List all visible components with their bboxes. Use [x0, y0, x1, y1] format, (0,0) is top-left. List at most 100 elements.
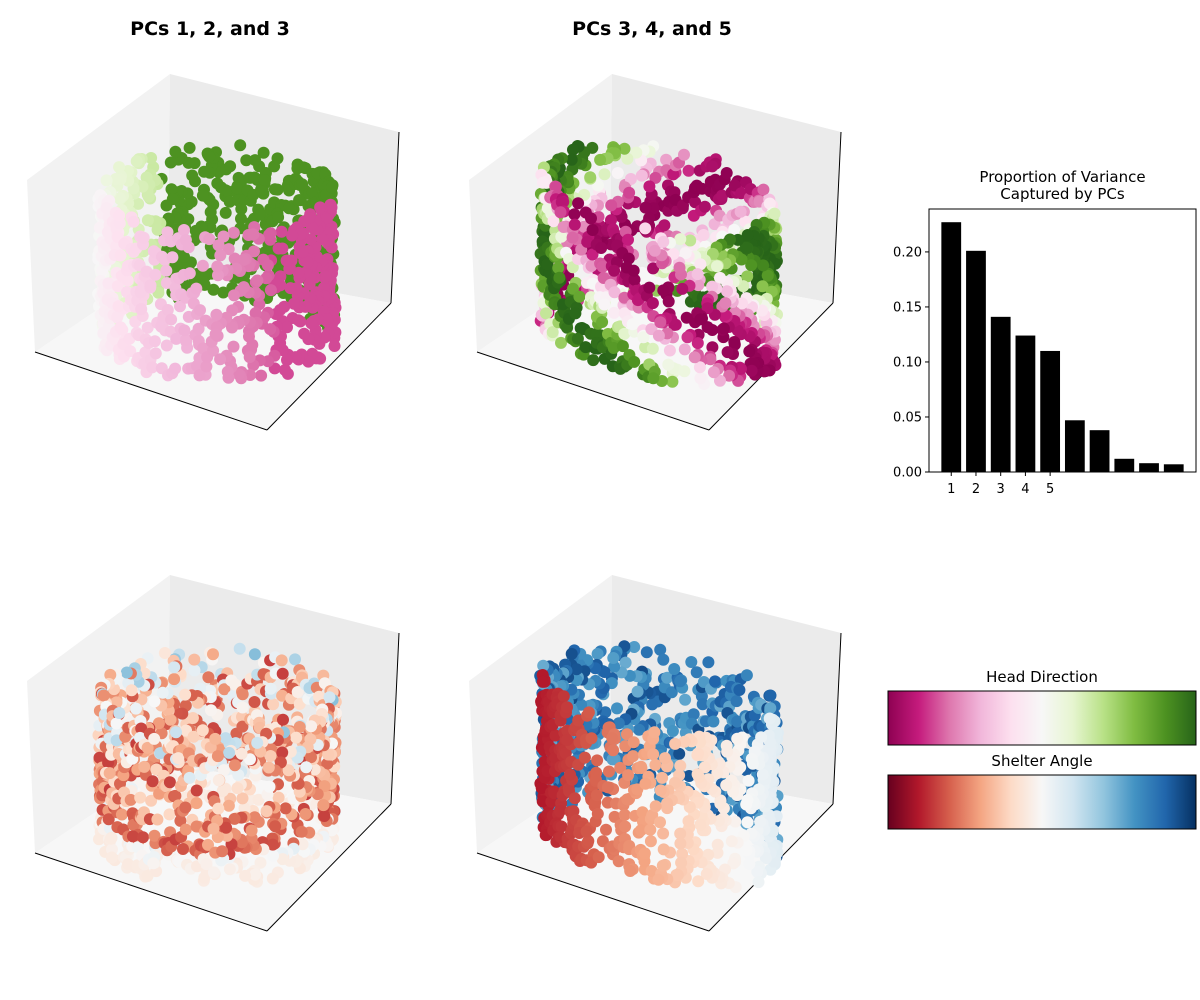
scatter-point — [113, 209, 126, 222]
scatter-point — [725, 835, 738, 848]
scatter-point — [235, 212, 247, 225]
scatter-point — [571, 332, 584, 345]
scatter-point — [219, 206, 232, 219]
scatter-point — [626, 318, 639, 331]
scatter-point — [649, 800, 662, 813]
scatter-point — [275, 654, 288, 667]
scatter-point — [326, 181, 338, 194]
scatter-point — [228, 289, 240, 302]
scatter-point — [685, 656, 698, 668]
scatter-point — [764, 689, 777, 702]
scatter-point — [761, 269, 774, 282]
scatter-point — [541, 258, 554, 271]
scatter-point — [148, 732, 161, 745]
scatter-point — [114, 321, 127, 334]
scatter-point — [635, 760, 648, 773]
scatter-point — [295, 825, 308, 838]
scatter-point — [639, 222, 652, 235]
scatter-point — [568, 208, 581, 221]
scatter-point — [557, 221, 570, 233]
scatter-point — [745, 364, 758, 377]
scatter-point — [585, 732, 598, 745]
scatter-point — [170, 726, 182, 739]
scatter-point — [694, 313, 707, 326]
scatter-point — [723, 369, 736, 382]
scatter-point — [227, 226, 240, 239]
scatter-point — [258, 174, 271, 187]
scatter-point — [114, 249, 127, 262]
scatter-point — [555, 230, 568, 243]
scatter-point — [247, 228, 260, 241]
scatter-point — [764, 702, 777, 715]
y-tick-label: 0.00 — [893, 466, 922, 481]
scatter-point — [743, 345, 756, 358]
scatter-point — [603, 765, 615, 778]
scatter-point — [752, 876, 765, 889]
scatter-point — [663, 344, 676, 357]
scatter-point — [281, 321, 293, 334]
scatter-point — [624, 173, 637, 185]
scatter-point — [264, 750, 277, 762]
scatter-point — [658, 219, 671, 232]
scatter-point — [565, 153, 578, 166]
scatter-point — [592, 179, 604, 192]
scatter-point — [142, 190, 155, 203]
axis-line — [832, 131, 842, 304]
scatter-point — [112, 300, 125, 313]
axis-line — [34, 351, 268, 431]
scatter-point — [111, 280, 124, 293]
scatter-point — [621, 152, 634, 165]
scatter-point — [214, 353, 227, 366]
scatter-point — [169, 362, 182, 375]
scatter-point — [207, 283, 220, 296]
scatter-point — [179, 234, 192, 246]
scatter-point — [763, 712, 776, 725]
scatter-point — [105, 832, 117, 845]
scatter-point — [724, 233, 736, 246]
scatter-point — [251, 274, 264, 287]
y-tick-label: 0.05 — [893, 410, 922, 425]
scatter-point — [301, 256, 314, 269]
scatter-point — [222, 243, 235, 256]
scatter-point — [756, 304, 769, 317]
scatter-point — [675, 856, 688, 869]
scatter-point — [741, 270, 754, 283]
scatter-point — [203, 150, 216, 163]
axes-3d — [27, 74, 400, 431]
scatter-point — [144, 279, 157, 292]
scatter-point — [666, 375, 679, 388]
scatter-point — [161, 304, 174, 316]
scatter-point — [164, 156, 177, 169]
scatter-point — [217, 230, 230, 243]
scatter-point — [618, 142, 631, 155]
scatter-point — [319, 270, 332, 283]
bar — [966, 250, 986, 472]
scatter-point — [660, 153, 673, 166]
scatter-point — [656, 859, 669, 872]
scatter-point — [711, 260, 723, 273]
chart-title: Proportion of Variance Captured by PCs — [979, 168, 1146, 203]
scatter-point — [148, 695, 161, 708]
scatter-point — [627, 736, 640, 749]
scatter-point — [103, 767, 116, 780]
scatter-point — [205, 704, 217, 717]
scatter-point — [260, 805, 273, 818]
scatter-point — [145, 152, 158, 164]
scatter-point — [235, 747, 248, 760]
x-tick-label: 5 — [1046, 482, 1054, 497]
y-tick-label: 0.20 — [893, 245, 922, 260]
scatter-point — [146, 361, 159, 374]
scatter-point — [561, 734, 574, 746]
scatter-point — [688, 351, 701, 364]
x-tick-label: 4 — [1021, 482, 1029, 497]
scatter-point — [691, 768, 704, 781]
scatter-point — [264, 682, 277, 695]
panel-title: PCs 1, 2, and 3 — [130, 18, 290, 40]
scatter-point — [741, 816, 754, 829]
scatter-point — [245, 824, 258, 837]
scatter-point — [207, 822, 220, 835]
scatter-point — [168, 661, 181, 674]
scatter-point — [198, 165, 211, 178]
scatter-point — [657, 284, 670, 297]
scatter-point — [657, 653, 670, 666]
